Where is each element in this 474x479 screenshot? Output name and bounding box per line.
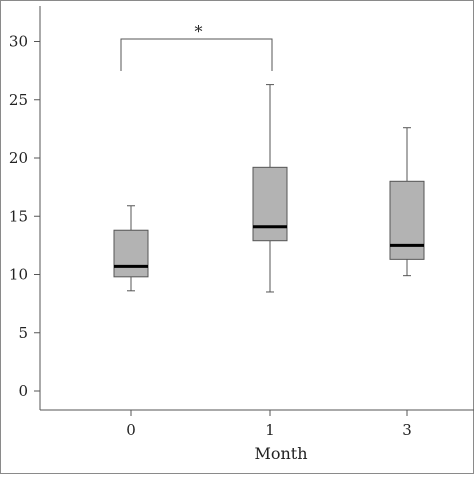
significance-bracket: * [120, 22, 273, 71]
x-tick-label: 3 [402, 421, 412, 439]
iqr-box [389, 180, 425, 260]
significance-star: * [195, 22, 203, 41]
iqr-box [252, 166, 288, 242]
annotations: * [120, 22, 273, 71]
y-tick-label: 15 [9, 207, 28, 225]
y-tick-label: 10 [9, 266, 28, 284]
y-tick-label: 25 [9, 91, 28, 109]
y-tick-label: 20 [9, 149, 28, 167]
y-tick-label: 5 [18, 324, 28, 342]
iqr-box [113, 229, 149, 278]
x-tick-label: 0 [126, 421, 136, 439]
box-3 [389, 127, 425, 277]
box-1 [252, 84, 288, 293]
bracket-line [120, 38, 273, 71]
boxes [113, 84, 425, 293]
y-tick-label: 30 [9, 33, 28, 51]
x-axis-label: Month [254, 444, 307, 463]
axes: 0 5 10 15 20 25 30 0 1 3 [9, 6, 474, 439]
x-tick-label: 1 [265, 421, 275, 439]
y-tick-label: 0 [18, 382, 28, 400]
box-0 [113, 205, 149, 292]
